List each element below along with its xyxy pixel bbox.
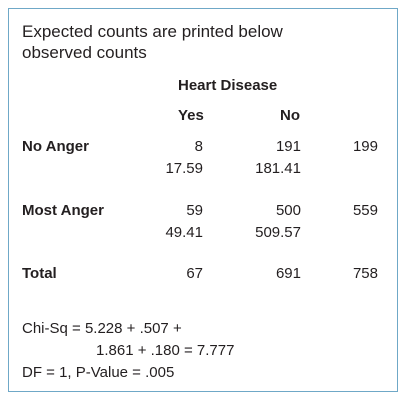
cell-expected: 509.57 bbox=[255, 224, 301, 241]
cell-expected: 181.41 bbox=[255, 160, 301, 177]
row-label-most-anger: Most Anger bbox=[22, 202, 104, 219]
cell-column-total: 691 bbox=[275, 265, 301, 282]
heading-line-2: observed counts bbox=[22, 43, 147, 62]
cell-observed: 191 bbox=[275, 138, 301, 155]
cell-column-total: 67 bbox=[186, 265, 203, 282]
cell-grand-total: 758 bbox=[352, 265, 378, 282]
cell-expected: 17.59 bbox=[165, 160, 203, 177]
cell-observed: 500 bbox=[275, 202, 301, 219]
df-pvalue-line: DF = 1, P-Value = .005 bbox=[22, 364, 175, 381]
chisq-line-1: Chi-Sq = 5.228 + .507 + bbox=[22, 320, 182, 337]
cell-observed: 59 bbox=[186, 202, 203, 219]
column-header-yes: Yes bbox=[178, 107, 204, 124]
output-panel bbox=[8, 8, 398, 392]
cell-row-total: 559 bbox=[352, 202, 378, 219]
cell-expected: 49.41 bbox=[165, 224, 203, 241]
row-label-total: Total bbox=[22, 265, 57, 282]
cell-observed: 8 bbox=[194, 138, 203, 155]
group-header: Heart Disease bbox=[178, 77, 278, 94]
chisq-line-2: 1.861 + .180 = 7.777 bbox=[96, 342, 235, 359]
column-header-no: No bbox=[280, 107, 300, 124]
cell-row-total: 199 bbox=[352, 138, 378, 155]
heading-line-1: Expected counts are printed below bbox=[22, 22, 283, 41]
row-label-no-anger: No Anger bbox=[22, 138, 89, 155]
